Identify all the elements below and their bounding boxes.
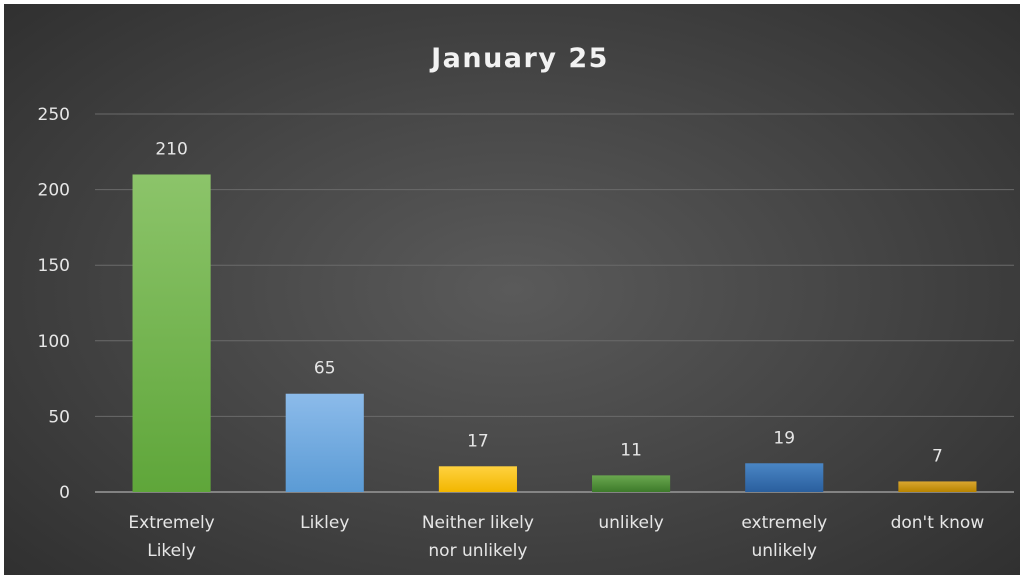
y-tick-label: 50 [48, 407, 70, 427]
data-label: 19 [773, 428, 795, 448]
x-axis: Extremely Likely Likley Neither likely nor u… [128, 513, 984, 561]
gridlines [95, 113, 1014, 417]
data-label: 65 [314, 359, 336, 379]
x-tick-label: unlikely [752, 541, 817, 561]
x-tick-label: Likley [300, 513, 349, 533]
x-tick-label: Extremely [128, 513, 214, 533]
y-tick-label: 200 [38, 181, 70, 201]
data-label: 210 [155, 139, 187, 159]
bar [132, 174, 211, 493]
bars [132, 174, 977, 493]
chart-title: January 25 [429, 43, 609, 74]
bar [898, 481, 977, 492]
x-tick-label: Likely [147, 541, 196, 561]
bar [438, 466, 517, 492]
x-tick-label: nor unlikely [428, 541, 527, 561]
x-tick-label: extremely [741, 513, 827, 533]
y-tick-label: 100 [38, 332, 70, 352]
y-tick-label: 0 [59, 483, 70, 503]
bar [745, 463, 824, 492]
bar [592, 475, 671, 492]
y-axis: 0 50 100 150 200 250 [38, 105, 1014, 503]
data-label: 7 [932, 446, 943, 466]
bar [285, 393, 364, 492]
data-label: 17 [467, 431, 489, 451]
chart-frame: January 25 0 50 100 150 200 250 210 65 17 11 19 7 … [4, 4, 1020, 575]
x-tick-label: unlikely [598, 513, 663, 533]
data-label: 11 [620, 440, 642, 460]
y-tick-label: 150 [38, 256, 70, 276]
y-tick-label: 250 [38, 105, 70, 125]
x-tick-label: don't know [891, 513, 985, 533]
x-tick-label: Neither likely [422, 513, 534, 533]
data-labels: 210 65 17 11 19 7 [155, 139, 942, 466]
